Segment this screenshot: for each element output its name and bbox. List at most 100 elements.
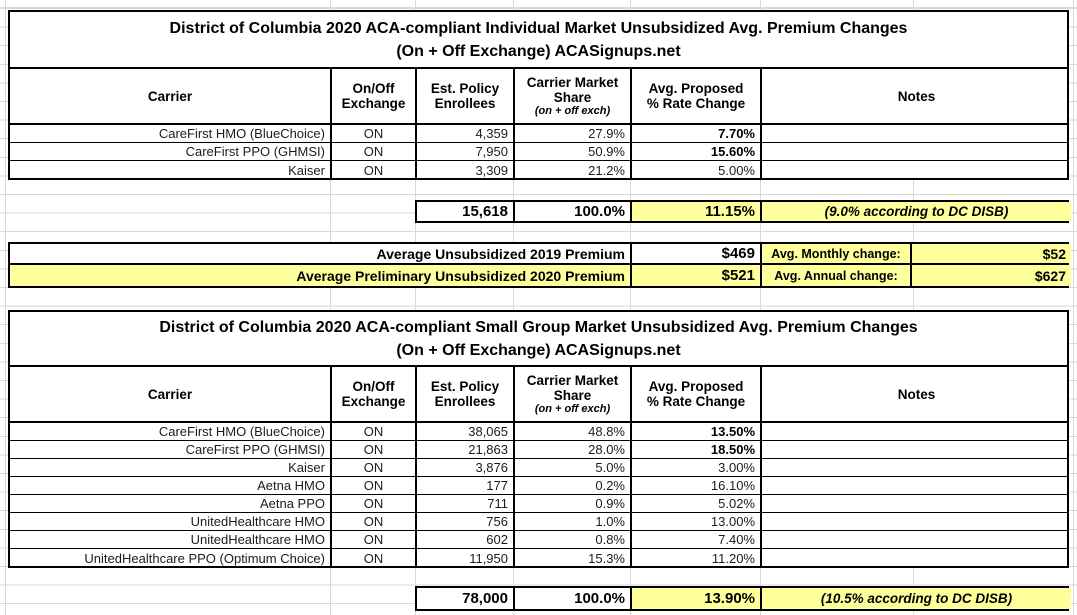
cell-share[interactable]: 27.9%	[515, 125, 632, 142]
cell-enrollees[interactable]: 4,359	[417, 125, 515, 142]
cell-note[interactable]	[762, 477, 1071, 494]
cell-share[interactable]: 0.8%	[515, 531, 632, 548]
cell-share[interactable]: 0.2%	[515, 477, 632, 494]
total-enrollees[interactable]: 78,000	[417, 588, 515, 609]
title-line1: District of Columbia 2020 ACA-compliant …	[159, 318, 918, 336]
cell-rate[interactable]: 7.40%	[632, 531, 762, 548]
cell-exchange[interactable]: ON	[332, 423, 417, 440]
cell-rate[interactable]: 13.50%	[632, 423, 762, 440]
small-group-market-table: District of Columbia 2020 ACA-compliant …	[8, 310, 1069, 568]
cell-enrollees[interactable]: 3,309	[417, 161, 515, 179]
table-row: Kaiser ON 3,876 5.0% 3.00%	[10, 459, 1067, 477]
cell-rate[interactable]: 5.02%	[632, 495, 762, 512]
cell-share[interactable]: 0.9%	[515, 495, 632, 512]
cell-rate[interactable]: 7.70%	[632, 125, 762, 142]
cell-exchange[interactable]: ON	[332, 125, 417, 142]
total-note[interactable]: (10.5% according to DC DISB)	[762, 588, 1071, 609]
header-market-share[interactable]: Carrier Market Share (on + off exch)	[515, 69, 632, 123]
cell-note[interactable]	[762, 143, 1071, 160]
total-share[interactable]: 100.0%	[515, 202, 632, 221]
cell-exchange[interactable]: ON	[332, 531, 417, 548]
cell-note[interactable]	[762, 161, 1071, 179]
cell-carrier[interactable]: CareFirst PPO (GHMSI)	[10, 441, 332, 458]
cell-enrollees[interactable]: 21,863	[417, 441, 515, 458]
cell-exchange[interactable]: ON	[332, 495, 417, 512]
cell-carrier[interactable]: CareFirst HMO (BlueChoice)	[10, 423, 332, 440]
cell-rate[interactable]: 15.60%	[632, 143, 762, 160]
cell-note[interactable]	[762, 423, 1071, 440]
cell-share[interactable]: 5.0%	[515, 459, 632, 476]
cell-share[interactable]: 50.9%	[515, 143, 632, 160]
cell-enrollees[interactable]: 3,876	[417, 459, 515, 476]
cell-note[interactable]	[762, 125, 1071, 142]
total-rate[interactable]: 11.15%	[632, 202, 762, 221]
cell-exchange[interactable]: ON	[332, 549, 417, 567]
cell-note[interactable]	[762, 459, 1071, 476]
cell-exchange[interactable]: ON	[332, 161, 417, 179]
premium-2019-value[interactable]: $469	[632, 244, 762, 263]
cell-note[interactable]	[762, 531, 1071, 548]
cell-carrier[interactable]: CareFirst HMO (BlueChoice)	[10, 125, 332, 142]
cell-note[interactable]	[762, 441, 1071, 458]
header-exchange[interactable]: On/Off Exchange	[332, 69, 417, 123]
cell-exchange[interactable]: ON	[332, 143, 417, 160]
monthly-change-label[interactable]: Avg. Monthly change:	[762, 244, 912, 263]
header-rate-change[interactable]: Avg. Proposed % Rate Change	[632, 69, 762, 123]
cell-enrollees[interactable]: 756	[417, 513, 515, 530]
premium-2020-label[interactable]: Average Preliminary Unsubsidized 2020 Pr…	[10, 265, 632, 286]
total-enrollees[interactable]: 15,618	[417, 202, 515, 221]
cell-rate[interactable]: 11.20%	[632, 549, 762, 567]
cell-enrollees[interactable]: 711	[417, 495, 515, 512]
cell-note[interactable]	[762, 549, 1071, 567]
cell-share[interactable]: 21.2%	[515, 161, 632, 179]
header-notes[interactable]: Notes	[897, 386, 936, 402]
cell-carrier[interactable]: CareFirst PPO (GHMSI)	[10, 143, 332, 160]
cell-exchange[interactable]: ON	[332, 459, 417, 476]
header-notes[interactable]: Notes	[897, 88, 936, 104]
header-carrier[interactable]: Carrier	[10, 367, 332, 421]
cell-note[interactable]	[762, 495, 1071, 512]
cell-carrier[interactable]: UnitedHealthcare PPO (Optimum Choice)	[10, 549, 332, 567]
cell-enrollees[interactable]: 177	[417, 477, 515, 494]
cell-rate[interactable]: 5.00%	[632, 161, 762, 179]
cell-carrier[interactable]: Kaiser	[10, 459, 332, 476]
individual-market-title[interactable]: District of Columbia 2020 ACA-compliant …	[10, 12, 1067, 69]
premium-2019-label[interactable]: Average Unsubsidized 2019 Premium	[10, 244, 632, 263]
header-market-share[interactable]: Carrier Market Share (on + off exch)	[515, 367, 632, 421]
cell-share[interactable]: 28.0%	[515, 441, 632, 458]
cell-carrier[interactable]: Kaiser	[10, 161, 332, 179]
cell-rate[interactable]: 18.50%	[632, 441, 762, 458]
cell-exchange[interactable]: ON	[332, 441, 417, 458]
cell-carrier[interactable]: Aetna PPO	[10, 495, 332, 512]
small-group-market-title[interactable]: District of Columbia 2020 ACA-compliant …	[10, 312, 1067, 367]
total-share[interactable]: 100.0%	[515, 588, 632, 609]
cell-carrier[interactable]: Aetna HMO	[10, 477, 332, 494]
total-note[interactable]: (9.0% according to DC DISB)	[762, 202, 1071, 221]
header-exchange[interactable]: On/Off Exchange	[332, 367, 417, 421]
cell-enrollees[interactable]: 7,950	[417, 143, 515, 160]
total-row: 78,000 100.0% 13.90% (10.5% according to…	[417, 588, 1071, 609]
cell-carrier[interactable]: UnitedHealthcare HMO	[10, 513, 332, 530]
header-enrollees[interactable]: Est. Policy Enrollees	[417, 367, 515, 421]
cell-rate[interactable]: 3.00%	[632, 459, 762, 476]
monthly-change-value[interactable]: $52	[912, 244, 1071, 263]
annual-change-label[interactable]: Avg. Annual change:	[762, 265, 912, 286]
header-carrier[interactable]: Carrier	[10, 69, 332, 123]
cell-exchange[interactable]: ON	[332, 477, 417, 494]
cell-carrier[interactable]: UnitedHealthcare HMO	[10, 531, 332, 548]
premium-2020-value[interactable]: $521	[632, 265, 762, 286]
cell-share[interactable]: 1.0%	[515, 513, 632, 530]
cell-exchange[interactable]: ON	[332, 513, 417, 530]
cell-rate[interactable]: 16.10%	[632, 477, 762, 494]
header-enrollees[interactable]: Est. Policy Enrollees	[417, 69, 515, 123]
cell-rate[interactable]: 13.00%	[632, 513, 762, 530]
cell-enrollees[interactable]: 11,950	[417, 549, 515, 567]
cell-enrollees[interactable]: 602	[417, 531, 515, 548]
cell-note[interactable]	[762, 513, 1071, 530]
header-rate-change[interactable]: Avg. Proposed % Rate Change	[632, 367, 762, 421]
total-rate[interactable]: 13.90%	[632, 588, 762, 609]
cell-share[interactable]: 15.3%	[515, 549, 632, 567]
cell-enrollees[interactable]: 38,065	[417, 423, 515, 440]
annual-change-value[interactable]: $627	[912, 265, 1071, 286]
cell-share[interactable]: 48.8%	[515, 423, 632, 440]
